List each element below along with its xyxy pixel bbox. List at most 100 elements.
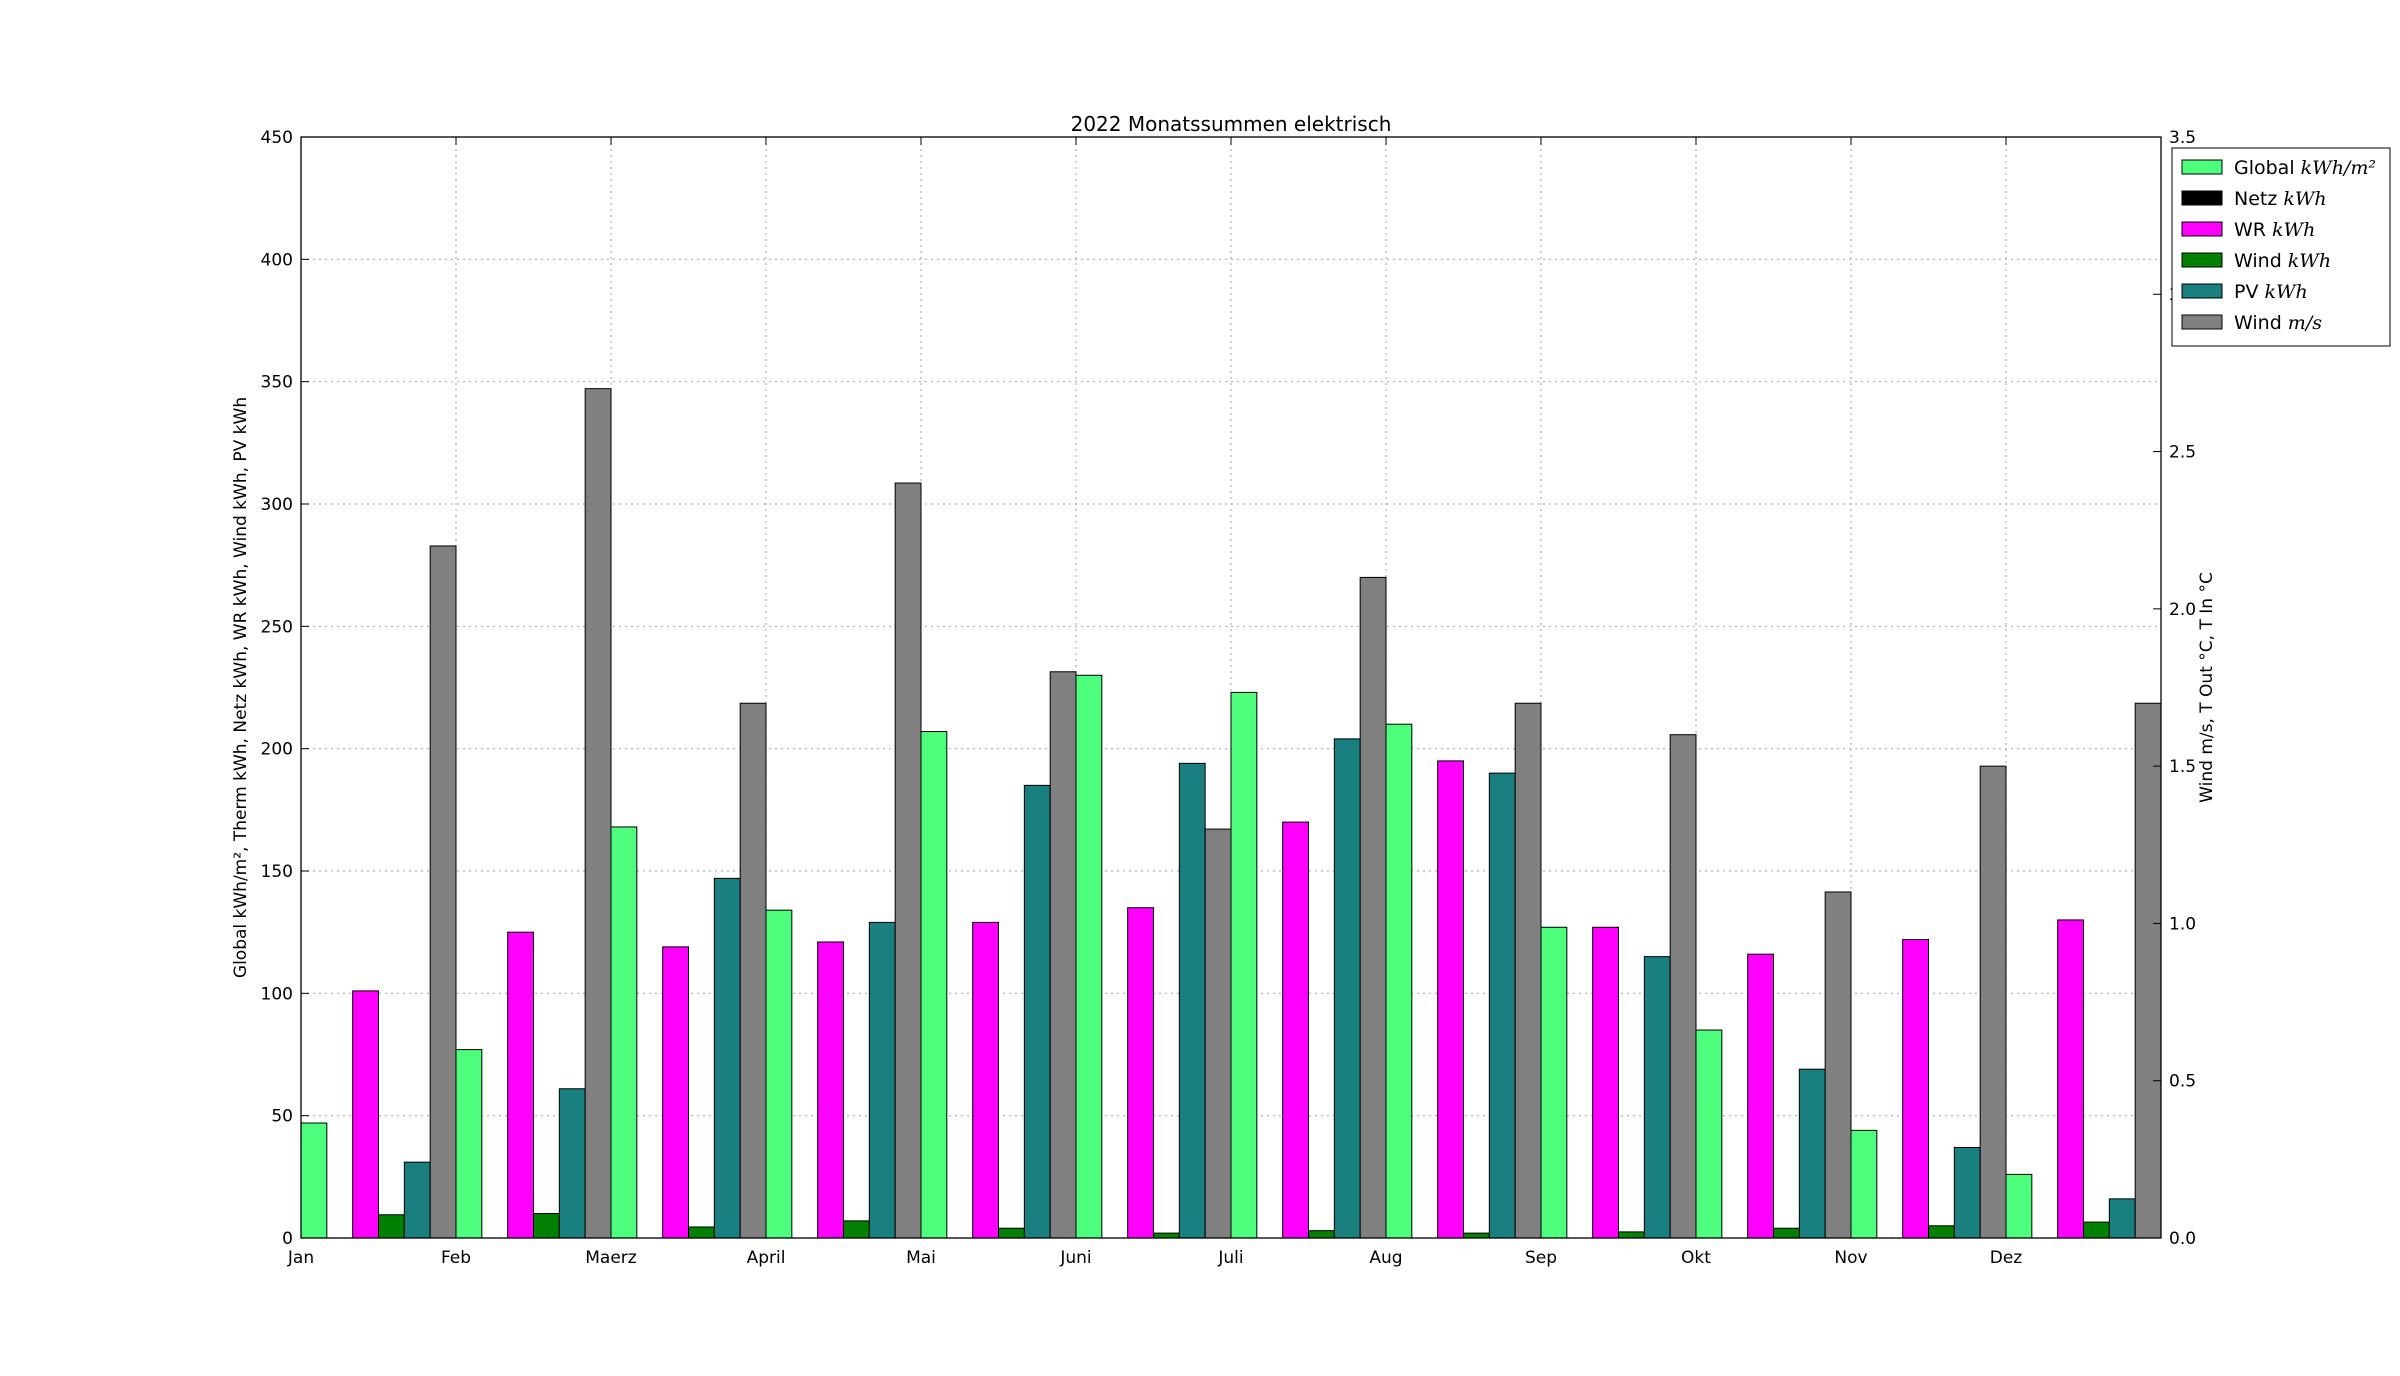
bar-wind-ms-10 <box>1979 765 2007 1239</box>
y-tick-left-label: 0 <box>282 1229 293 1249</box>
bar-wind-kwh-9 <box>1773 1227 1800 1239</box>
y-tick-left-label: 250 <box>261 617 293 637</box>
y-tick-right-label: 2.0 <box>2169 600 2196 620</box>
bar-wind-kwh-5 <box>1153 1232 1180 1239</box>
y-tick-right-label: 0.0 <box>2169 1229 2196 1249</box>
bar-global-kwhm-2 <box>610 826 638 1239</box>
bar-wind-ms-3 <box>894 482 922 1239</box>
bar-pv-kwh-1 <box>558 1088 586 1239</box>
bar-wr-kwh-4 <box>972 921 1000 1239</box>
bar-pv-kwh-2 <box>713 877 741 1239</box>
legend-entry: Wind kWh <box>2234 250 2331 272</box>
x-tick-label: Juli <box>1217 1248 1243 1268</box>
bar-wind-ms-6 <box>1359 576 1387 1239</box>
bar-pv-kwh-3 <box>868 921 896 1239</box>
bar-wr-kwh-11 <box>2057 919 2085 1239</box>
bar-wind-kwh-11 <box>2083 1221 2110 1239</box>
legend-swatch <box>2181 221 2223 237</box>
y-tick-right-label: 0.5 <box>2169 1072 2196 1092</box>
bar-wr-kwh-0 <box>352 990 379 1239</box>
bar-global-kwhm-8 <box>1540 926 1568 1239</box>
bar-wind-kwh-7 <box>1463 1232 1490 1239</box>
bar-wind-kwh-4 <box>998 1227 1025 1239</box>
bar-wind-ms-11 <box>2134 702 2162 1239</box>
bar-global-kwhm-4 <box>920 731 948 1239</box>
x-tick-label: Maerz <box>585 1248 637 1268</box>
bar-pv-kwh-6 <box>1333 738 1361 1239</box>
y-tick-right-label: 2.5 <box>2169 443 2196 463</box>
bar-wind-kwh-6 <box>1308 1230 1335 1239</box>
y-tick-left-label: 450 <box>261 128 293 148</box>
bar-pv-kwh-0 <box>403 1161 431 1239</box>
legend-entry: Global kWh/m² <box>2234 157 2376 179</box>
bar-wr-kwh-3 <box>817 941 845 1239</box>
bar-wind-ms-7 <box>1514 702 1542 1239</box>
bar-pv-kwh-9 <box>1798 1068 1826 1239</box>
bar-wind-ms-0 <box>429 545 457 1239</box>
x-tick-label: Dez <box>1990 1248 2023 1268</box>
bar-global-kwhm-11 <box>2005 1173 2033 1239</box>
x-tick-label: Aug <box>1369 1248 1402 1268</box>
x-tick-label: Juni <box>1059 1248 1091 1268</box>
bar-wr-kwh-2 <box>662 946 690 1239</box>
bar-wind-kwh-2 <box>688 1226 715 1239</box>
x-tick-label: Feb <box>441 1248 471 1268</box>
y-tick-left-label: 300 <box>261 495 293 515</box>
y-tick-left-label: 100 <box>261 984 293 1004</box>
y-axis-right: 0.00.51.01.52.02.53.03.5 <box>2153 128 2196 1249</box>
y-axis-left-label: Global kWh/m², Therm kWh, Netz kWh, WR k… <box>231 397 251 978</box>
legend-entry: Wind m/s <box>2234 312 2322 334</box>
bar-wr-kwh-8 <box>1592 926 1619 1239</box>
bar-wr-kwh-10 <box>1902 939 1929 1239</box>
bar-wr-kwh-9 <box>1747 953 1774 1239</box>
bar-wind-ms-8 <box>1669 734 1697 1239</box>
x-tick-label: April <box>747 1248 786 1268</box>
bar-wind-kwh-8 <box>1618 1231 1645 1239</box>
bar-wr-kwh-6 <box>1282 821 1309 1239</box>
y-tick-left-label: 50 <box>271 1107 293 1127</box>
y-tick-left-label: 200 <box>261 740 293 760</box>
bar-wind-kwh-1 <box>533 1213 560 1239</box>
bar-wind-kwh-3 <box>843 1220 870 1239</box>
bar-wr-kwh-1 <box>507 931 534 1239</box>
bar-wind-ms-5 <box>1204 828 1232 1239</box>
bar-wind-ms-4 <box>1049 671 1077 1239</box>
bar-pv-kwh-4 <box>1023 784 1051 1239</box>
bars <box>300 388 2162 1239</box>
bar-wr-kwh-5 <box>1127 907 1154 1239</box>
bar-global-kwhm-5 <box>1075 674 1103 1239</box>
bar-pv-kwh-10 <box>1953 1146 1981 1239</box>
legend-entry: Netz kWh <box>2234 188 2327 210</box>
bar-wr-kwh-7 <box>1437 760 1464 1239</box>
bar-pv-kwh-11 <box>2108 1198 2136 1239</box>
bar-global-kwhm-0 <box>300 1122 328 1239</box>
bar-global-kwhm-1 <box>455 1049 483 1239</box>
bar-wind-ms-2 <box>739 702 767 1239</box>
legend: Global kWh/m² Netz kWh WR kWh Wind kWh PV kW… <box>2171 147 2391 347</box>
y-axis-right-label: Wind m/s, T Out °C, T In °C <box>2197 572 2217 803</box>
legend-swatch <box>2181 190 2223 206</box>
y-tick-left-label: 400 <box>261 250 293 270</box>
bar-global-kwhm-9 <box>1695 1029 1723 1239</box>
x-tick-label: Mai <box>906 1248 936 1268</box>
legend-entry: PV kWh <box>2234 281 2308 303</box>
legend-entry: WR kWh <box>2234 219 2315 241</box>
bar-global-kwhm-7 <box>1385 723 1413 1239</box>
bar-pv-kwh-7 <box>1488 772 1516 1239</box>
y-tick-right-label: 1.5 <box>2169 757 2196 777</box>
bar-wind-kwh-10 <box>1928 1225 1955 1239</box>
y-tick-left-label: 350 <box>261 373 293 393</box>
x-tick-label: Sep <box>1525 1248 1557 1268</box>
bar-wind-kwh-0 <box>378 1214 405 1239</box>
x-tick-label: Nov <box>1834 1248 1867 1268</box>
bar-pv-kwh-8 <box>1643 956 1671 1239</box>
bar-global-kwhm-3 <box>765 909 793 1239</box>
legend-swatch <box>2181 314 2223 330</box>
y-tick-left-label: 150 <box>261 862 293 882</box>
x-axis: Jan Feb Maerz April Mai Juni Juli Aug Sep Okt Nov D… <box>287 137 2022 1268</box>
legend-swatch <box>2181 283 2223 299</box>
x-tick-label: Okt <box>1681 1248 1711 1268</box>
y-tick-right-label: 1.0 <box>2169 914 2196 934</box>
bar-global-kwhm-10 <box>1850 1129 1878 1239</box>
